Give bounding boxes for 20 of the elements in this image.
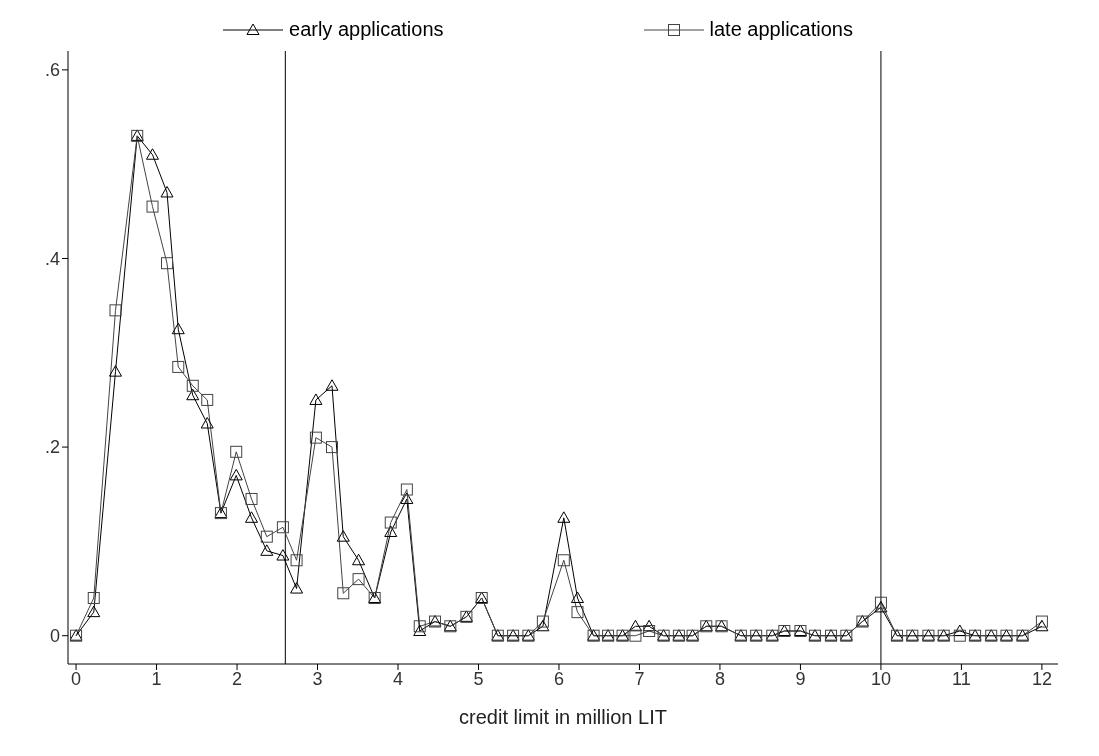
x-tick-label: 12 xyxy=(1031,668,1052,689)
x-tick-label: 11 xyxy=(952,668,971,689)
x-tick-label: 7 xyxy=(634,668,645,689)
legend-label: late applications xyxy=(709,18,853,41)
x-tick-label: 0 xyxy=(71,668,82,689)
y-tick-label: .4 xyxy=(44,248,60,269)
x-tick-label: 4 xyxy=(392,668,404,689)
y-tick-label: .6 xyxy=(44,60,60,81)
x-tick-label: 8 xyxy=(714,668,725,689)
x-tick-label: 5 xyxy=(473,668,484,689)
x-tick-label: 2 xyxy=(232,668,243,689)
x-tick-label: 9 xyxy=(795,668,806,689)
x-axis-title: credit limit in million LIT xyxy=(459,706,667,728)
legend-label: early applications xyxy=(289,18,444,41)
x-tick-label: 1 xyxy=(151,668,162,689)
y-tick-label: .2 xyxy=(44,437,60,458)
x-tick-label: 10 xyxy=(870,668,891,689)
x-tick-label: 6 xyxy=(553,668,564,689)
x-tick-label: 3 xyxy=(312,668,323,689)
y-tick-label: 0 xyxy=(49,626,60,647)
